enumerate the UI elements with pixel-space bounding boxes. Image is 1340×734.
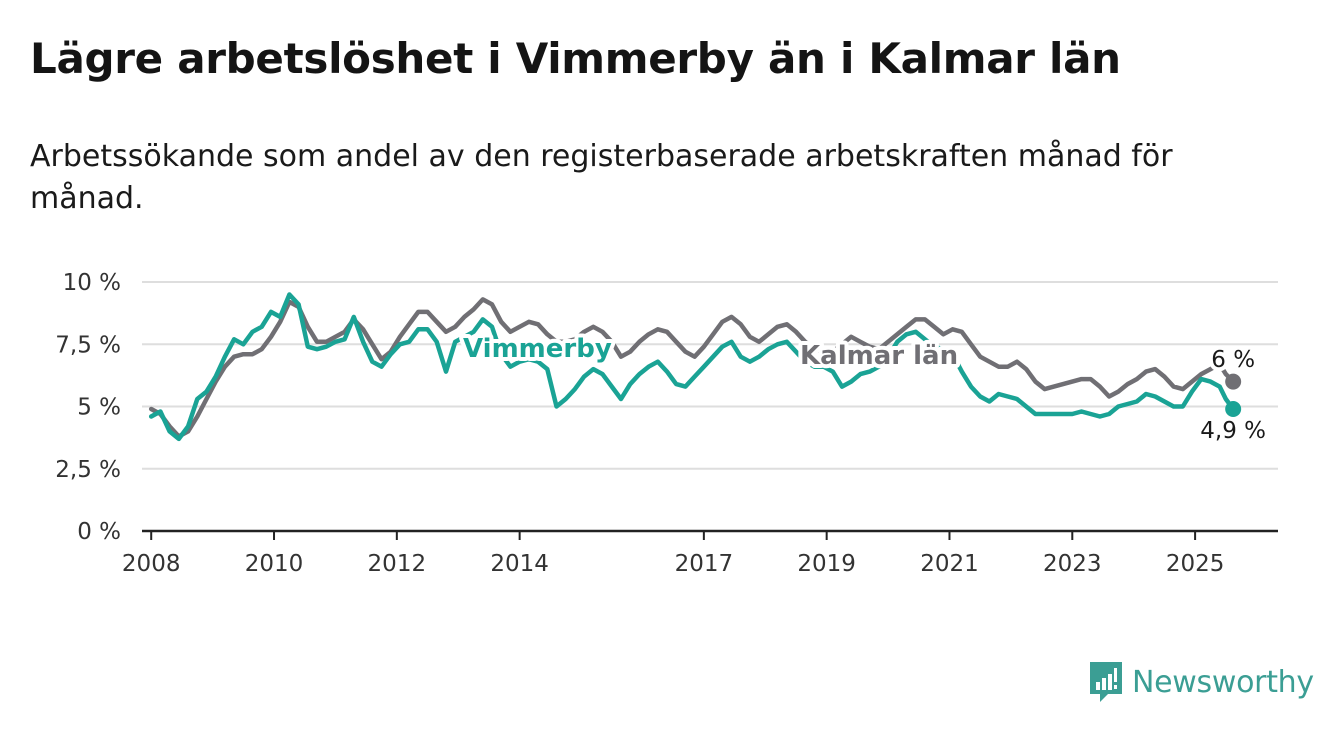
- x-tick-label: 2023: [1043, 551, 1102, 577]
- x-tick-label: 2012: [368, 551, 427, 577]
- series-line-kalmar: [148, 297, 1236, 439]
- series-label-kalmar: Kalmar län: [800, 341, 958, 371]
- x-tick-label: 2008: [122, 551, 181, 577]
- newsworthy-brand[interactable]: Newsworthy: [1088, 660, 1314, 704]
- gridlines: [142, 281, 1278, 470]
- x-tick-label: 2014: [490, 551, 549, 577]
- end-point-kalmar: [1225, 373, 1242, 390]
- end-label-kalmar: 6 %: [1211, 347, 1255, 373]
- x-axis: 2008 2010 2012 2014 2017 2019 2021 2023 2025: [122, 529, 1278, 577]
- y-tick-label: 2,5 %: [55, 457, 121, 483]
- y-tick-label: 5 %: [77, 395, 121, 421]
- y-axis-tick-labels: 0 % 2,5 % 5 % 7,5 % 10 %: [55, 270, 121, 545]
- end-label-vimmerby-halo: 4,9 %: [1200, 418, 1266, 444]
- end-label-kalmar-halo: 6 %: [1211, 347, 1255, 373]
- end-label-vimmerby: 4,9 %: [1200, 418, 1266, 444]
- series-label-vimmerby: Vimmerby: [463, 334, 612, 364]
- y-tick-label: 7,5 %: [55, 332, 121, 358]
- newsworthy-logo-icon: [1090, 662, 1122, 702]
- y-tick-label: 10 %: [63, 270, 121, 296]
- x-tick-label: 2017: [675, 551, 734, 577]
- y-tick-label: 0 %: [77, 519, 121, 545]
- chart-title: Lägre arbetslöshet i Vimmerby än i Kalma…: [30, 34, 1121, 83]
- series-lines: [148, 292, 1242, 442]
- brand-name: Newsworthy: [1132, 664, 1314, 700]
- x-tick-label: 2025: [1166, 551, 1225, 577]
- series-label-vimmerby-halo: Vimmerby: [463, 334, 612, 364]
- series-line-vimmerby: [148, 292, 1236, 442]
- x-tick-label: 2021: [920, 551, 979, 577]
- chart-subtitle: Arbetssökande som andel av den registerb…: [30, 139, 1173, 216]
- x-tick-label: 2019: [797, 551, 856, 577]
- end-point-vimmerby: [1225, 400, 1242, 417]
- series-label-kalmar-halo: Kalmar län: [800, 341, 958, 371]
- x-tick-label: 2010: [245, 551, 304, 577]
